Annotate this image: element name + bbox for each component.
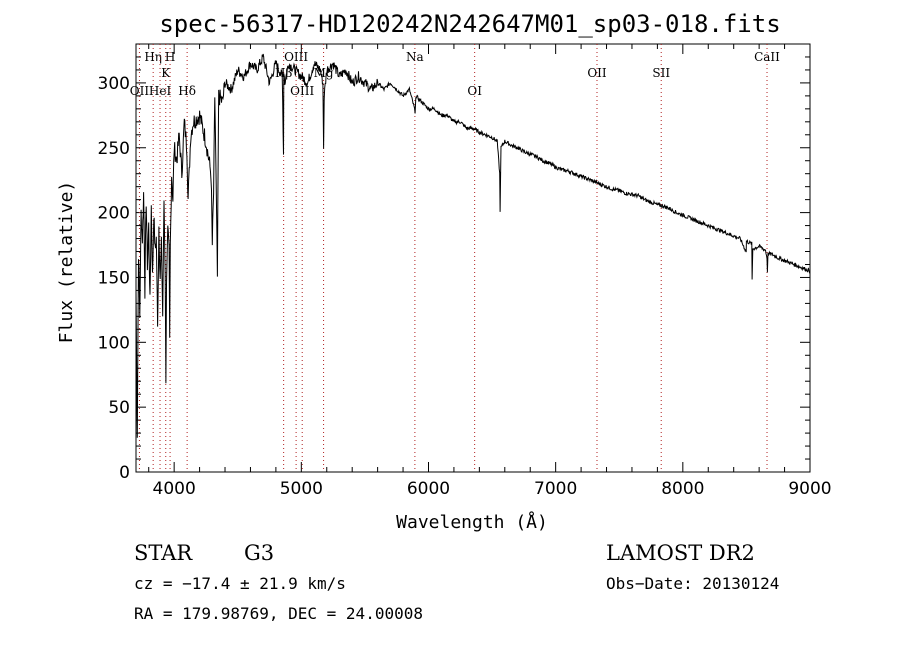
spectrum-line	[135, 53, 811, 438]
x-tick-label: 7000	[534, 479, 577, 499]
x-tick-label: 4000	[153, 479, 196, 499]
x-tick-label: 6000	[407, 479, 450, 499]
sky-coordinates: RA = 179.98769, DEC = 24.00008	[134, 604, 423, 623]
line-marker-label: Na	[406, 50, 424, 64]
x-tick-label: 5000	[280, 479, 323, 499]
y-tick-label: 50	[108, 398, 130, 418]
y-tick-label: 200	[98, 204, 130, 224]
object-subclass: G3	[244, 541, 274, 565]
line-marker-label: Hη	[144, 50, 162, 64]
line-marker-label: OIII	[284, 50, 308, 64]
line-marker-label: OI	[467, 84, 482, 98]
line-marker-label: OII	[587, 66, 607, 80]
x-tick-label: 8000	[661, 479, 704, 499]
line-marker-label: H	[165, 50, 175, 64]
survey-name: LAMOST DR2	[606, 541, 755, 565]
line-marker-label: CaII	[754, 50, 780, 64]
y-axis-label: Flux (relative)	[56, 181, 77, 344]
line-marker-label: Hδ	[178, 84, 196, 98]
observation-date: Obs−Date: 20130124	[606, 574, 779, 593]
line-marker-label: Hβ	[275, 66, 292, 80]
line-marker-label: SII	[652, 66, 670, 80]
plot-area: 4000 5000 6000 7000 8000 9000 0 50 100 150 200 250 3…	[98, 43, 832, 499]
x-tick-label: 9000	[788, 479, 831, 499]
object-class: STAR	[134, 541, 193, 565]
y-tick-label: 300	[98, 74, 130, 94]
line-marker-label: OIII	[290, 84, 314, 98]
plot-frame	[135, 43, 811, 473]
x-axis-label: Wavelength (Å)	[396, 511, 548, 533]
chart-title: spec-56317-HD120242N242647M01_sp03-018.f…	[159, 10, 780, 38]
line-marker-label: OII	[130, 84, 150, 98]
y-tick-label: 250	[98, 139, 130, 159]
y-tick-label: 0	[119, 463, 130, 483]
line-marker-label: HeI	[149, 84, 172, 98]
redshift-velocity: cz = −17.4 ± 21.9 km/s	[134, 574, 346, 593]
line-marker-label: K	[161, 66, 171, 80]
y-tick-label: 150	[98, 268, 130, 288]
y-tick-label: 100	[98, 333, 130, 353]
